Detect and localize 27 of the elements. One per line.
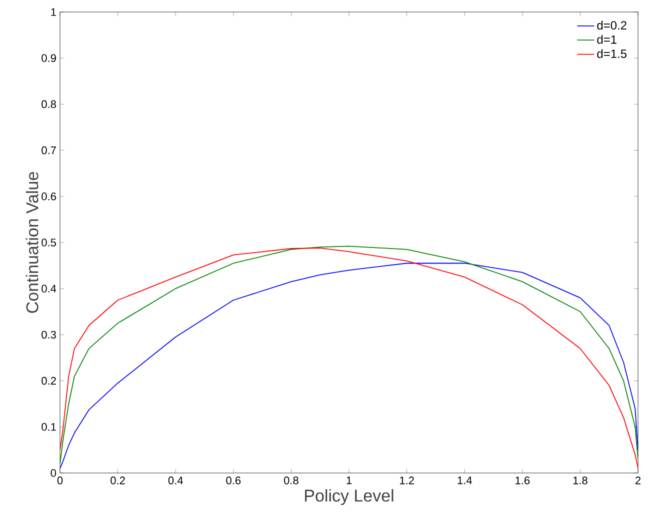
x-tick-label: 0: [57, 476, 63, 484]
x-tick-label: 0.2: [110, 476, 125, 484]
y-tick-label: 0.6: [42, 192, 56, 200]
y-tick-label: 0.2: [42, 376, 56, 385]
y-axis-title: Continuation Value: [26, 172, 38, 313]
x-axis-title: Policy Level: [305, 489, 394, 506]
x-tick-label: 1: [346, 476, 352, 484]
y-tick-label: 0.7: [42, 146, 56, 154]
y-tick-label: 0: [50, 469, 56, 477]
y-tick-label: 0.5: [42, 238, 56, 246]
x-tick-label: 1.2: [400, 476, 414, 484]
x-tick-label: 0.6: [226, 476, 241, 484]
y-tick-label: 1: [51, 8, 56, 16]
x-tick-label: 1.8: [573, 476, 588, 484]
x-tick-label: 1.4: [458, 476, 472, 484]
legend-label: d=1: [597, 35, 616, 44]
y-tick-label: 0.3: [42, 330, 56, 339]
y-tick-label: 0.9: [42, 54, 56, 62]
legend-label: d=1.5: [597, 49, 627, 58]
x-tick-label: 0.4: [168, 476, 183, 484]
x-tick-label: 1.6: [516, 476, 530, 484]
legend-label: d=0.2: [597, 20, 626, 30]
y-tick-label: 0.1: [42, 423, 56, 431]
y-tick-label: 0.8: [42, 100, 56, 108]
y-tick-label: 0.4: [42, 284, 56, 292]
x-tick-label: 2: [636, 476, 641, 484]
x-tick-label: 0.8: [284, 476, 298, 484]
